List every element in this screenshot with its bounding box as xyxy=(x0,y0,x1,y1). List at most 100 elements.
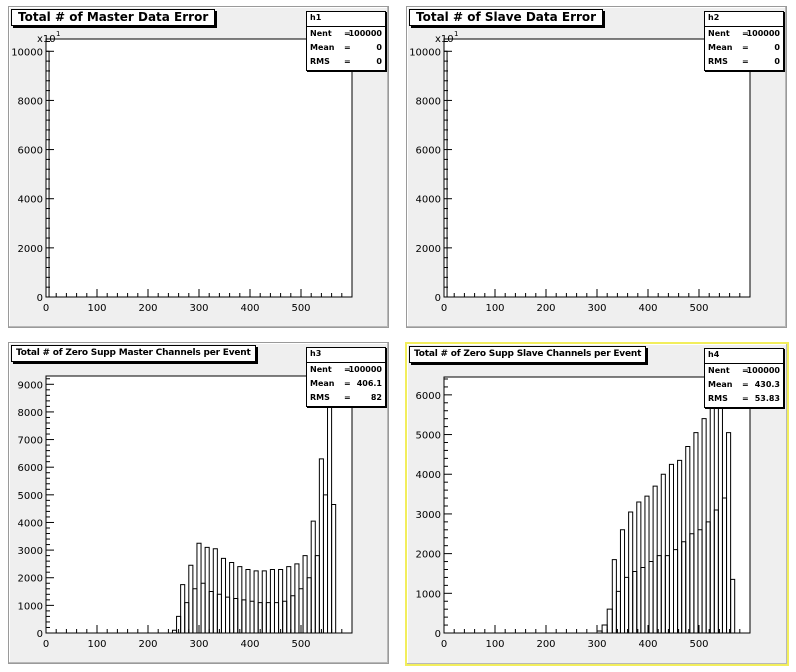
stats-row-nent: Nent = 100000 xyxy=(310,365,382,374)
x-tick-label: 300 xyxy=(189,639,208,650)
x-tick-label: 100 xyxy=(87,303,106,314)
x-tick-label: 500 xyxy=(291,639,310,650)
stats-row-mean: Mean = 430.3 xyxy=(708,380,780,389)
stats-row-mean: Mean = 0 xyxy=(708,43,780,52)
histogram-bin xyxy=(269,568,275,633)
y-tick-label: 8000 xyxy=(18,408,43,419)
y-multiplier-exponent: 1 xyxy=(56,30,60,38)
stats-row-mean: Mean = 0 xyxy=(310,43,382,52)
y-tick-label: 10000 xyxy=(11,47,43,58)
y-tick-label: 2000 xyxy=(18,574,43,585)
histogram-bin xyxy=(730,578,736,633)
stats-hist-name: h4 xyxy=(708,350,720,359)
plot-frame xyxy=(443,376,751,634)
y-tick-label: 2000 xyxy=(18,244,43,255)
y-tick-label: 0 xyxy=(435,293,441,304)
y-tick-label: 4000 xyxy=(416,470,441,481)
x-tick-label: 300 xyxy=(587,639,606,650)
stats-box: h1 Nent = 100000 Mean = 0 RMS = 0 xyxy=(306,11,386,71)
histogram-bin xyxy=(726,432,732,633)
histogram-bin xyxy=(220,557,227,633)
histogram-canvas-h1: 0 2000 4000 6000 8000 10000 0 100 200 300 400 500 x1… xyxy=(11,30,353,314)
histogram-pad-h3[interactable]: 0 1000 2000 3000 4000 5000 6000 7000 8000 9000 0 10… xyxy=(8,342,389,664)
y-tick-label: 10000 xyxy=(409,47,441,58)
y-tick-label: 8000 xyxy=(18,96,43,107)
y-tick-label: 0 xyxy=(37,293,43,304)
x-tick-label: 200 xyxy=(536,303,555,314)
histogram-bins xyxy=(596,390,736,633)
x-tick-label: 200 xyxy=(138,303,157,314)
histogram-bin xyxy=(253,570,259,633)
x-tick-label: 0 xyxy=(441,639,447,650)
plot-frame xyxy=(45,38,353,298)
histogram-pad-h2[interactable]: 0 2000 4000 6000 8000 10000 0 100 200 300 400 500 x1… xyxy=(406,6,787,328)
x-tick-label: 400 xyxy=(240,303,259,314)
x-tick-label: 100 xyxy=(87,639,106,650)
y-tick-label: 1000 xyxy=(18,601,43,612)
x-tick-label: 300 xyxy=(587,303,606,314)
stats-hist-name: h2 xyxy=(708,13,720,22)
y-tick-label: 7000 xyxy=(18,436,43,447)
y-tick-label: 0 xyxy=(37,629,43,640)
histogram-canvas-h4: 0 1000 2000 3000 4000 5000 6000 0 100 200 300 400 50… xyxy=(416,376,751,650)
x-tick-label: 200 xyxy=(138,639,157,650)
histogram-bin xyxy=(668,463,674,633)
stats-row-rms: RMS = 82 xyxy=(310,393,382,402)
y-multiplier: x10 xyxy=(37,34,56,45)
stats-row-nent: Nent = 100000 xyxy=(708,366,780,375)
histogram-bin xyxy=(204,546,210,633)
y-tick-label: 5000 xyxy=(416,431,441,442)
x-tick-label: 0 xyxy=(43,639,49,650)
y-tick-label: 2000 xyxy=(416,550,441,561)
x-tick-label: 400 xyxy=(240,639,259,650)
y-tick-label: 1000 xyxy=(416,589,441,600)
x-tick-label: 100 xyxy=(485,639,504,650)
stats-row-nent: Nent = 100000 xyxy=(708,29,780,38)
histogram-canvas-h3: 0 1000 2000 3000 4000 5000 6000 7000 8000 9000 0 10… xyxy=(18,375,353,650)
pad-title: Total # of Zero Supp Slave Channels per … xyxy=(409,346,647,363)
histogram-bins xyxy=(171,386,337,633)
x-tick-label: 200 xyxy=(536,639,555,650)
pad-title: Total # of Slave Data Error xyxy=(409,9,604,26)
y-tick-label: 5000 xyxy=(18,491,43,502)
stats-box: h4 Nent = 100000 Mean = 430.3 RMS = 53.83 xyxy=(704,348,784,408)
y-multiplier-exponent: 1 xyxy=(454,30,458,38)
histogram-bin xyxy=(229,562,235,633)
stats-row-rms: RMS = 0 xyxy=(310,57,382,66)
y-multiplier: x10 xyxy=(435,34,454,45)
x-tick-label: 500 xyxy=(689,639,708,650)
y-tick-label: 3000 xyxy=(416,510,441,521)
stats-hist-name: h1 xyxy=(310,13,322,22)
stats-box: h2 Nent = 100000 Mean = 0 RMS = 0 xyxy=(704,11,784,71)
y-tick-label: 8000 xyxy=(416,96,441,107)
x-tick-label: 0 xyxy=(441,303,447,314)
y-tick-label: 4000 xyxy=(416,195,441,206)
stats-row-rms: RMS = 53.83 xyxy=(708,394,780,403)
y-tick-label: 6000 xyxy=(416,146,441,157)
y-tick-label: 6000 xyxy=(18,146,43,157)
y-tick-label: 6000 xyxy=(18,463,43,474)
histogram-pad-h4[interactable]: 0 1000 2000 3000 4000 5000 6000 0 100 200 300 400 50… xyxy=(405,342,789,666)
histogram-bin xyxy=(660,473,666,633)
y-tick-label: 2000 xyxy=(416,244,441,255)
x-tick-label: 400 xyxy=(638,303,657,314)
x-tick-label: 500 xyxy=(291,303,310,314)
histogram-bin xyxy=(331,504,337,633)
y-tick-label: 4000 xyxy=(18,518,43,529)
y-tick-label: 4000 xyxy=(18,195,43,206)
stats-row-rms: RMS = 0 xyxy=(708,57,780,66)
x-tick-label: 0 xyxy=(43,303,49,314)
stats-row-mean: Mean = 406.1 xyxy=(310,379,382,388)
stats-row-nent: Nent = 100000 xyxy=(310,29,382,38)
histogram-canvas-h2: 0 2000 4000 6000 8000 10000 0 100 200 300 400 500 x1… xyxy=(409,30,751,314)
stats-hist-name: h3 xyxy=(310,349,322,358)
histogram-pad-h1[interactable]: 0 2000 4000 6000 8000 10000 0 100 200 300 400 500 x1… xyxy=(8,6,389,328)
y-tick-label: 9000 xyxy=(18,380,43,391)
histogram-bin xyxy=(261,570,267,633)
x-tick-label: 300 xyxy=(189,303,208,314)
stats-box: h3 Nent = 100000 Mean = 406.1 RMS = 82 xyxy=(306,347,386,407)
y-tick-label: 6000 xyxy=(416,391,441,402)
y-tick-label: 0 xyxy=(435,629,441,640)
y-tick-label: 3000 xyxy=(18,546,43,557)
pad-title: Total # of Master Data Error xyxy=(11,9,216,26)
